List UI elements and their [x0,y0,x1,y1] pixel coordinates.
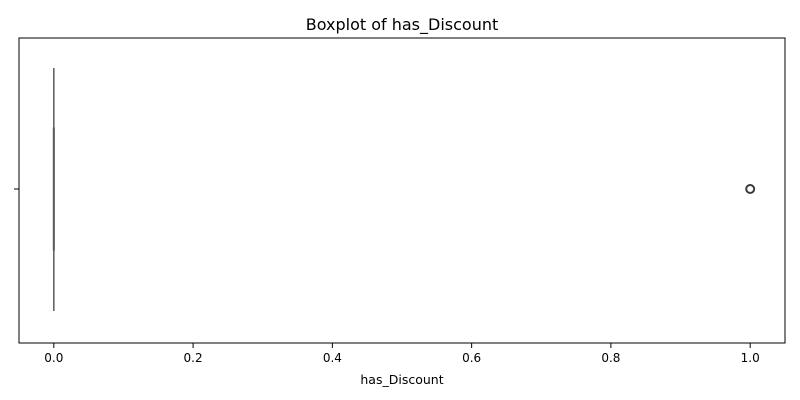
x-tick-label: 0.0 [44,351,63,365]
x-tick-label: 1.0 [741,351,760,365]
x-axis-ticks: 0.0 0.2 0.4 0.6 0.8 1.0 [44,343,760,365]
x-tick-label: 0.6 [462,351,481,365]
x-tick-label: 0.4 [323,351,342,365]
plot-area [18,37,786,344]
x-tick-label: 0.8 [601,351,620,365]
x-tick-label: 0.2 [184,351,203,365]
plot-marks [52,68,756,311]
chart-title: Boxplot of has_Discount [306,15,499,35]
outlier-point [745,184,756,194]
x-axis-label: has_Discount [360,372,443,387]
